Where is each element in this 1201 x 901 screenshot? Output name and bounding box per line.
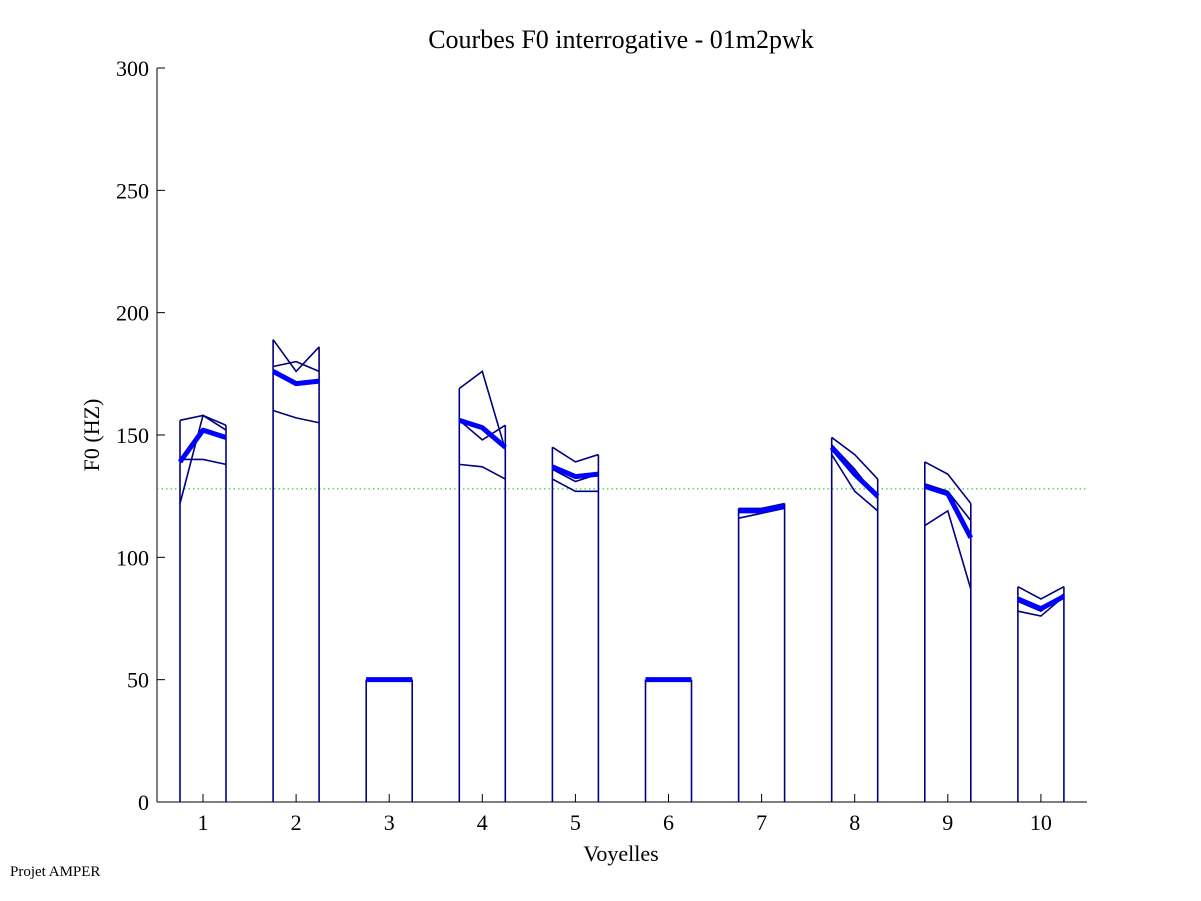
x-tick-label-6: 6 [663, 810, 674, 835]
f0-curve-2 [924, 509, 972, 590]
f0-curve-1 [924, 461, 972, 505]
f0-curve-3 [552, 478, 599, 493]
f0-mean-curve [551, 464, 599, 480]
footer-credit: Projet AMPER [10, 864, 101, 880]
y-tick-label-100: 100 [116, 545, 149, 570]
x-tick-label-7: 7 [756, 810, 767, 835]
f0-curve-1 [551, 446, 599, 463]
vowel-group-7 [737, 502, 786, 802]
f0-mean-curve [924, 483, 974, 539]
f0-mean-curve [1016, 594, 1066, 612]
vowel-group-1 [177, 414, 227, 802]
f0-mean-curve [271, 369, 320, 387]
vowel-group-5 [551, 446, 600, 802]
y-tick-label-200: 200 [116, 301, 149, 326]
vowel-group-9 [923, 461, 974, 802]
y-tick-label-50: 50 [127, 668, 149, 693]
f0-curve-2 [458, 419, 506, 441]
f0-curve-3 [272, 409, 320, 424]
f0-curve-3 [180, 458, 227, 466]
x-tick-label-5: 5 [570, 810, 581, 835]
f0-curve-2 [272, 360, 320, 373]
f0-mean-curve [177, 427, 227, 464]
vowel-group-4 [458, 370, 507, 802]
vowel-group-6 [644, 677, 693, 802]
x-axis-label: Voyelles [583, 841, 658, 866]
f0-curve-1 [272, 339, 320, 373]
x-tick-label-1: 1 [198, 810, 209, 835]
vowel-group-2 [271, 339, 320, 802]
f0-mean-curve [738, 503, 786, 514]
y-axis-label: F0 (HZ) [79, 399, 104, 472]
x-tick-label-2: 2 [291, 810, 302, 835]
vowel-group-8 [829, 436, 880, 802]
x-tick-label-8: 8 [849, 810, 860, 835]
f0-mean-curve [458, 417, 507, 450]
y-tick-label-250: 250 [116, 178, 149, 203]
x-tick-label-4: 4 [477, 810, 488, 835]
y-tick-label-300: 300 [116, 56, 149, 81]
y-tick-label-150: 150 [116, 423, 149, 448]
x-tick-label-9: 9 [942, 810, 953, 835]
chart-title: Courbes F0 interrogative - 01m2pwk [428, 25, 814, 54]
f0-curve-2 [179, 414, 227, 504]
plot-area [157, 339, 1087, 802]
f0-curve-1 [831, 436, 879, 480]
vowel-group-10 [1016, 585, 1066, 802]
x-tick-label-10: 10 [1030, 810, 1052, 835]
f0-mean-curve [829, 445, 880, 498]
f0-curve-2 [831, 454, 879, 512]
vowel-group-3 [365, 677, 414, 802]
f0-curve-1 [458, 370, 507, 450]
f0-curve-1 [1017, 585, 1065, 600]
y-tick-label-0: 0 [138, 790, 149, 815]
f0-curve-3 [459, 463, 506, 480]
x-tick-label-3: 3 [384, 810, 395, 835]
